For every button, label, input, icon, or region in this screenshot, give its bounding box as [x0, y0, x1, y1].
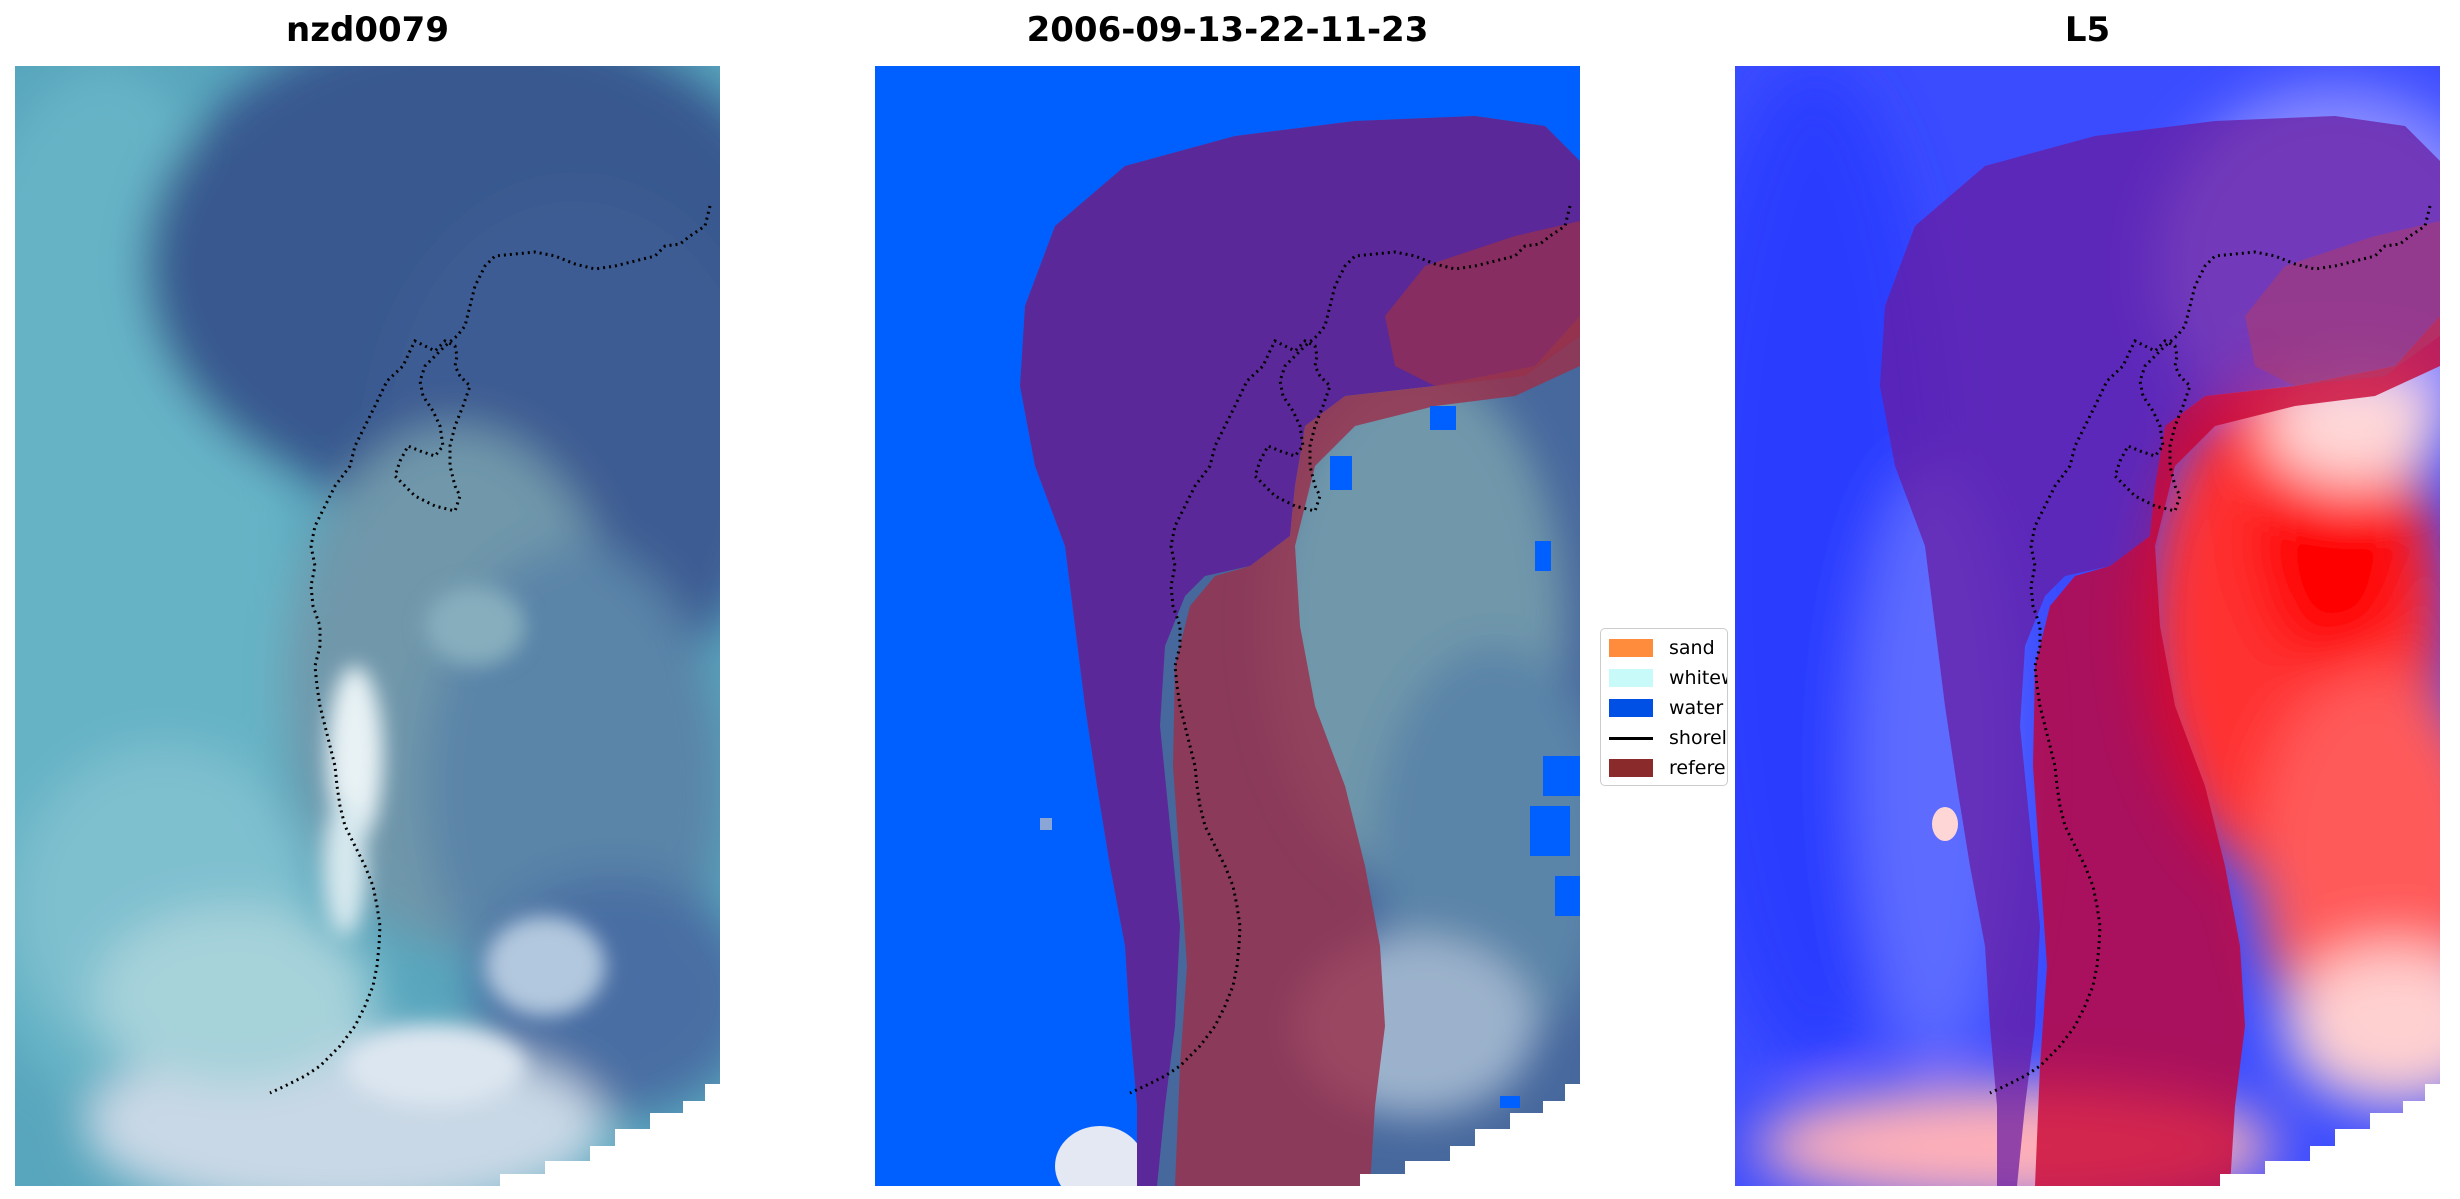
- legend-item-water: water: [1609, 695, 1723, 721]
- legend-item-sand: sand: [1609, 635, 1715, 661]
- reference-sand-overlay: [2033, 206, 2440, 1186]
- classification-image: [875, 66, 1580, 1186]
- classification-panel: [875, 66, 1580, 1186]
- legend-item-reference: reference: [1609, 755, 1727, 781]
- index-image: [1735, 66, 2440, 1186]
- rgb-image: [15, 66, 720, 1186]
- water-mask-region: [875, 66, 1580, 1186]
- legend-label-shoreline: shoreline: [1669, 727, 1727, 749]
- panel-title-index: L5: [2064, 10, 2111, 50]
- panel-title-classification: 2006-09-13-22-11-23: [1026, 10, 1429, 50]
- legend-label-water: water: [1669, 697, 1724, 719]
- reference-sand-region: [1173, 206, 1580, 1186]
- legend-swatch-water: [1609, 699, 1653, 717]
- legend-label-sand: sand: [1669, 637, 1715, 659]
- legend-swatch-shoreline: [1609, 736, 1653, 740]
- legend-item-shoreline: shoreline: [1609, 725, 1727, 751]
- legend-swatch-reference: [1609, 759, 1653, 777]
- panel-title-rgb: nzd0079: [286, 10, 449, 50]
- index-panel: [1735, 66, 2440, 1186]
- legend-swatch-sand: [1609, 639, 1653, 657]
- legend-label-reference: reference: [1669, 757, 1727, 779]
- rgb-image-panel: [15, 66, 720, 1186]
- legend-swatch-whitewater: [1609, 669, 1653, 687]
